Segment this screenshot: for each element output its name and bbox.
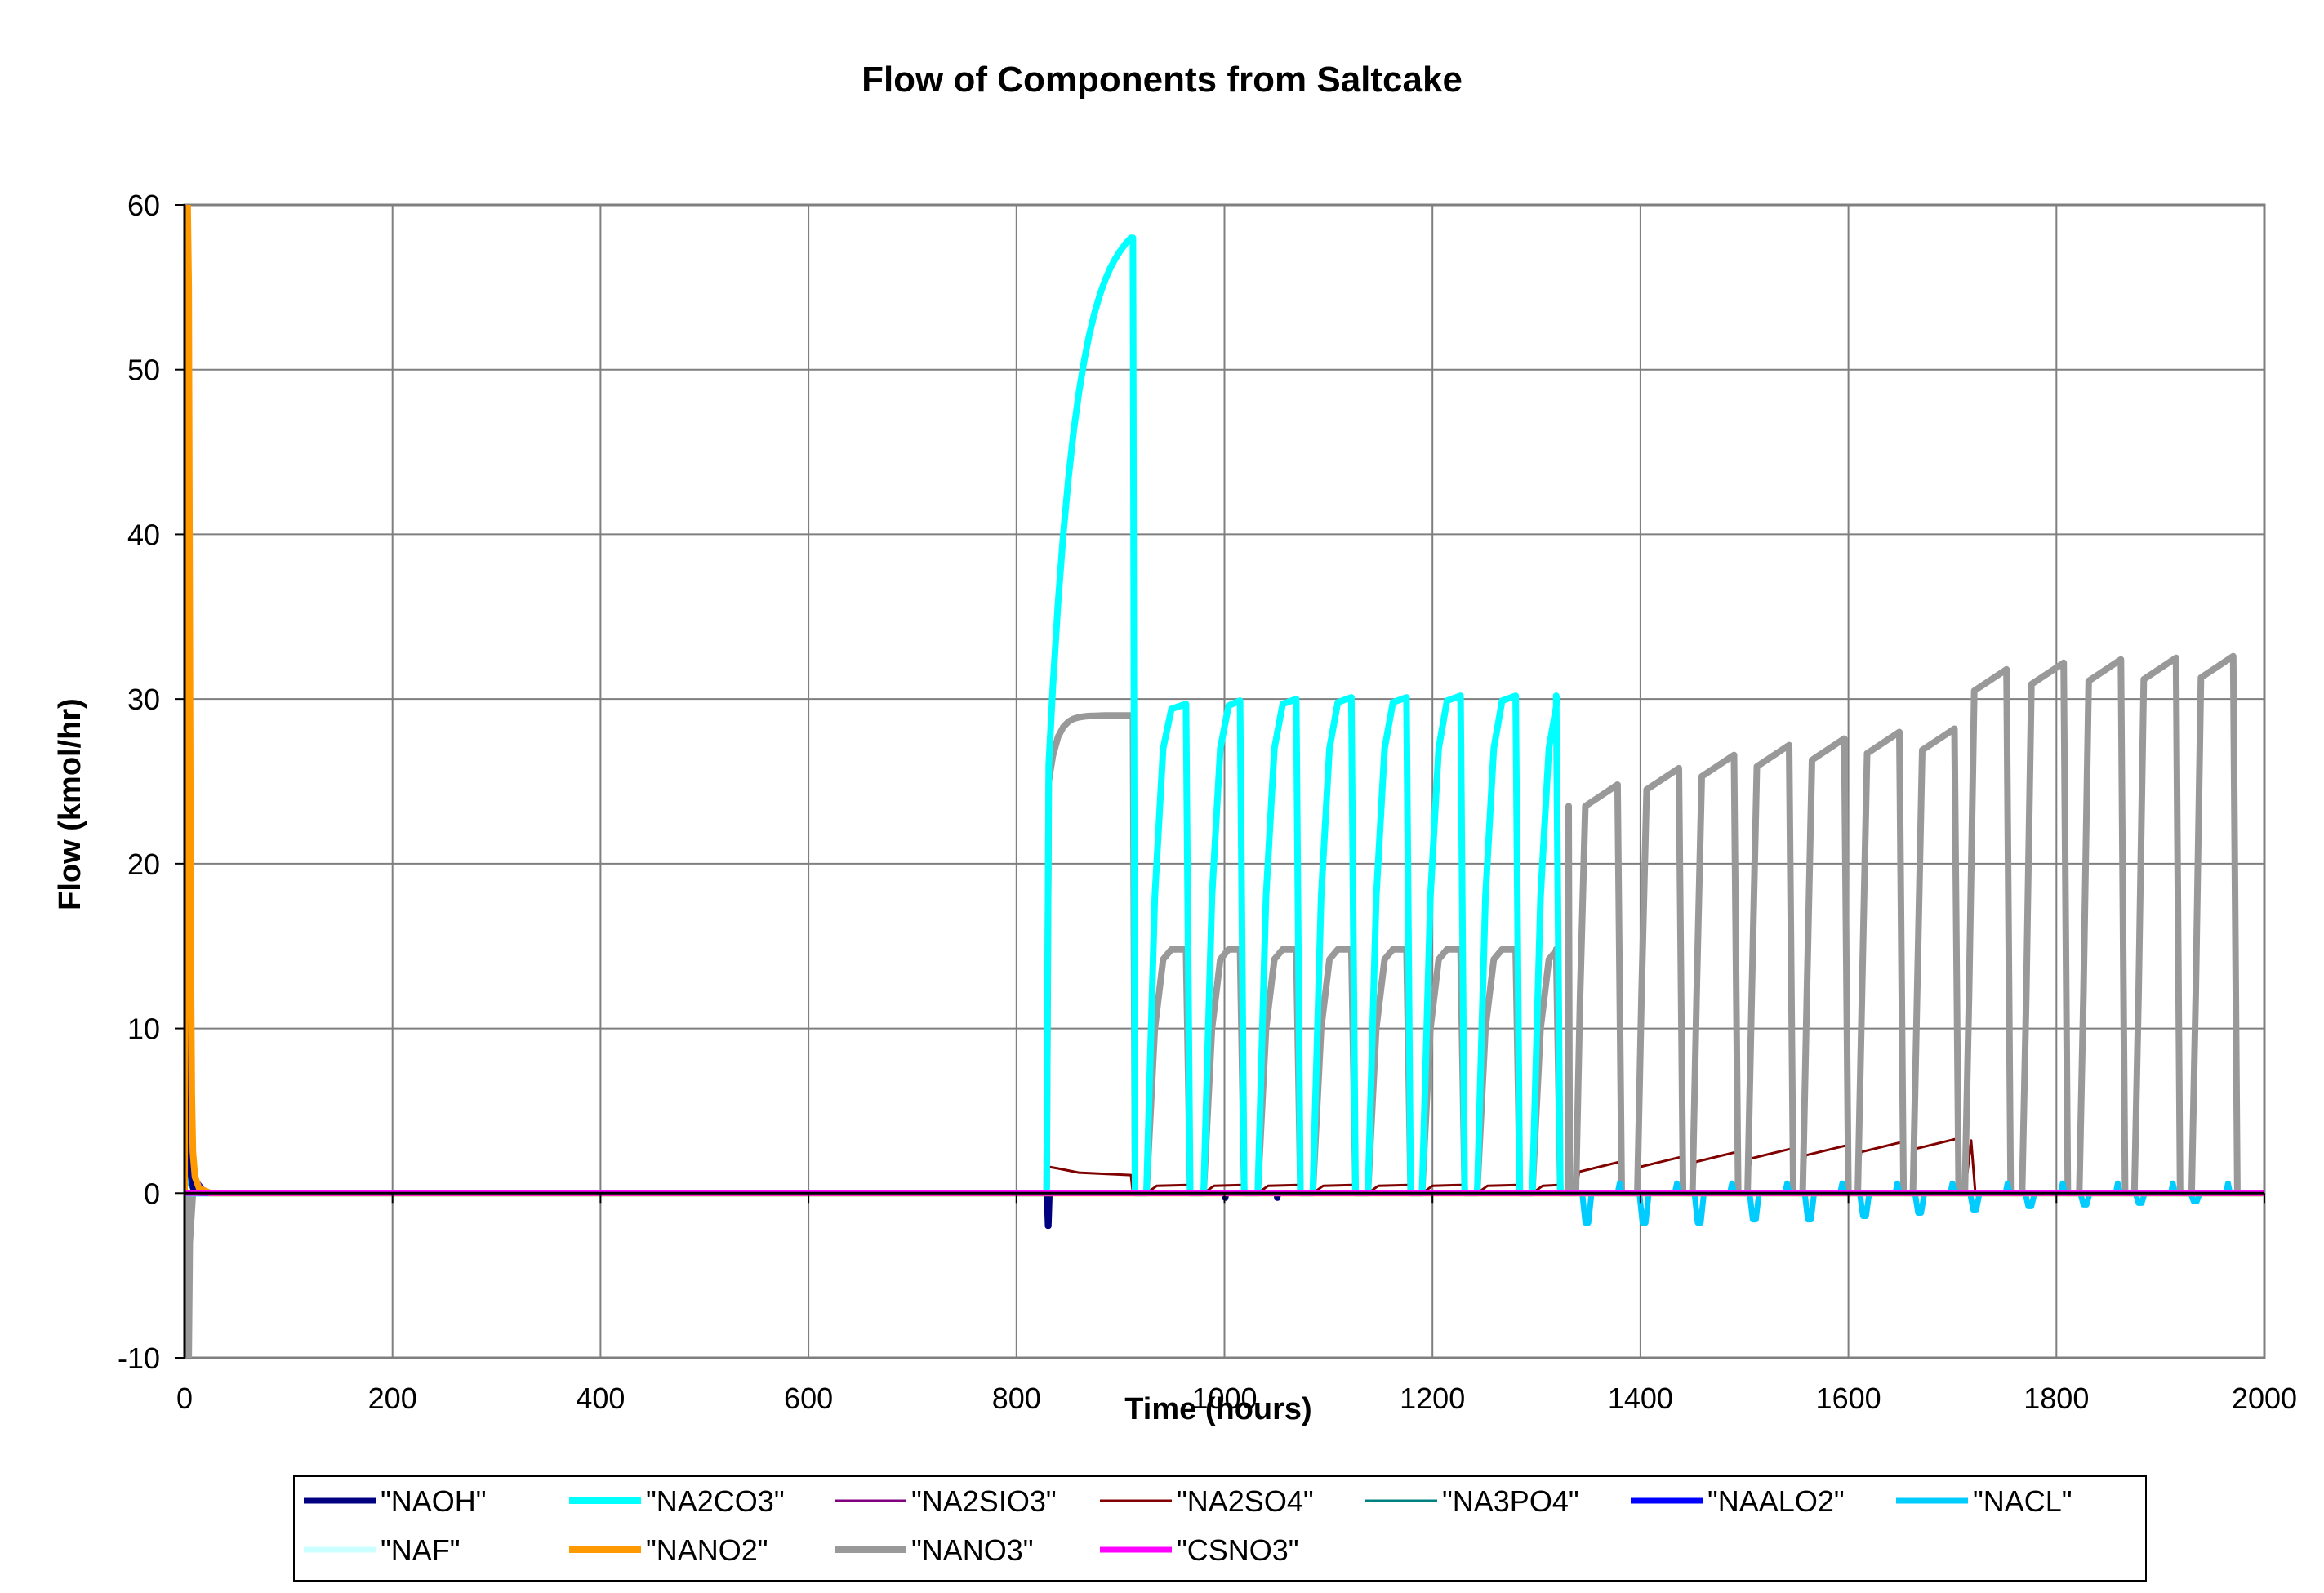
legend-box	[293, 1475, 2147, 1582]
y-tick-label: 30	[127, 683, 160, 716]
x-tick-label: 1200	[1400, 1382, 1465, 1415]
legend-label: "NANO2"	[646, 1533, 768, 1567]
legend: "NAOH" "NA2CO3" "NA2SIO3" "NA2SO4" "NA3PO4" "…	[293, 1475, 2147, 1582]
legend-entry-nacl: "NACL"	[1896, 1484, 2072, 1518]
x-tick-label: 1000	[1191, 1382, 1257, 1415]
x-tick-label: 1800	[2023, 1382, 2089, 1415]
x-tick-label: 800	[992, 1382, 1041, 1415]
axis-ticks: 0 200 400 600 800 1000 1200 1400 1600 1800 2000-10…	[118, 189, 2297, 1415]
legend-entry-na2co3: "NA2CO3"	[569, 1484, 785, 1518]
x-tick-label: 400	[576, 1382, 625, 1415]
legend-entry-na2sio3: "NA2SIO3"	[835, 1484, 1057, 1518]
chart-title: Flow of Components from Saltcake	[861, 60, 1463, 100]
legend-entry-naoh: "NAOH"	[304, 1484, 487, 1518]
x-tick-label: 0	[176, 1382, 193, 1415]
legend-label: "NA2SIO3"	[911, 1484, 1057, 1518]
legend-label: "NANO3"	[911, 1533, 1034, 1567]
y-tick-label: 40	[127, 518, 160, 551]
legend-entry-naalo2: "NAALO2"	[1631, 1484, 1845, 1518]
legend-entry-nano2: "NANO2"	[569, 1533, 768, 1567]
legend-entry-naf: "NAF"	[304, 1533, 461, 1567]
y-axis-label: Flow (kmol/hr)	[53, 698, 87, 910]
y-tick-label: 60	[127, 189, 160, 222]
x-tick-label: 1600	[1816, 1382, 1881, 1415]
x-tick-label: 600	[784, 1382, 833, 1415]
y-tick-label: 0	[144, 1177, 160, 1210]
legend-label: "NAOH"	[381, 1484, 487, 1518]
legend-label: "NA2CO3"	[646, 1484, 785, 1518]
series-line-na2co3	[185, 234, 2264, 1197]
y-tick-label: 50	[127, 354, 160, 387]
legend-entry-na3po4: "NA3PO4"	[1365, 1484, 1579, 1518]
legend-label: "NAF"	[381, 1533, 461, 1567]
grid	[183, 203, 2266, 1359]
series-line-nano2	[185, 205, 2264, 1197]
y-tick-label: 10	[127, 1012, 160, 1046]
legend-label: "NACL"	[1973, 1484, 2072, 1518]
legend-label: "NAALO2"	[1707, 1484, 1845, 1518]
x-tick-label: 200	[368, 1382, 417, 1415]
x-axis-label: Time (hours)	[1124, 1392, 1311, 1426]
legend-entry-na2so4: "NA2SO4"	[1100, 1484, 1314, 1518]
x-tick-label: 1400	[1608, 1382, 1673, 1415]
y-tick-label: -10	[118, 1342, 160, 1375]
legend-entry-nano3: "NANO3"	[835, 1533, 1034, 1567]
legend-entry-csno3: "CSNO3"	[1100, 1533, 1299, 1567]
legend-label: "NA2SO4"	[1177, 1484, 1314, 1518]
legend-label: "NA3PO4"	[1442, 1484, 1579, 1518]
legend-label: "CSNO3"	[1177, 1533, 1299, 1567]
x-tick-label: 2000	[2232, 1382, 2297, 1415]
y-tick-label: 20	[127, 848, 160, 881]
